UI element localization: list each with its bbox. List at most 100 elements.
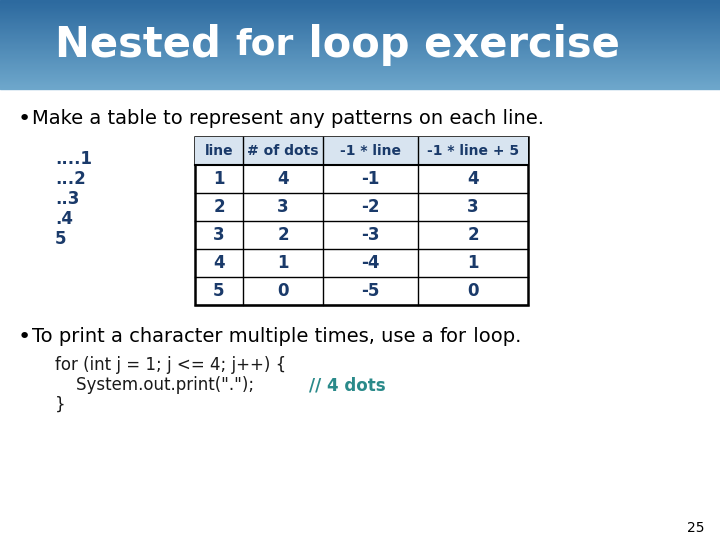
Bar [0, 48, 720, 49]
Bar [0, 16, 720, 18]
Bar [0, 57, 720, 59]
Bar [0, 76, 720, 78]
Bar [0, 58, 720, 60]
Bar [0, 56, 720, 58]
Bar [0, 65, 720, 67]
Bar [0, 22, 720, 23]
Text: -1 * line: -1 * line [340, 144, 401, 158]
Bar [0, 10, 720, 11]
Text: ..3: ..3 [55, 190, 79, 208]
Bar [0, 15, 720, 17]
Bar [0, 37, 720, 39]
Bar [0, 50, 720, 51]
Bar [0, 60, 720, 62]
Bar [0, 46, 720, 48]
Text: 4: 4 [213, 254, 225, 272]
Bar [0, 38, 720, 40]
Text: # of dots: # of dots [247, 144, 319, 158]
Bar [0, 86, 720, 88]
Bar [0, 29, 720, 30]
Text: ....1: ....1 [55, 150, 92, 168]
Text: To print a character multiple times, use a: To print a character multiple times, use… [32, 327, 440, 347]
Bar [0, 85, 720, 87]
Bar [0, 34, 720, 36]
Bar [0, 84, 720, 86]
Text: -1: -1 [361, 170, 379, 188]
Bar [0, 13, 720, 15]
Bar [0, 21, 720, 22]
Bar [0, 35, 720, 37]
Bar [0, 68, 720, 69]
Bar [0, 12, 720, 14]
Bar [0, 79, 720, 81]
Text: }: } [55, 396, 66, 414]
Text: 1: 1 [277, 254, 289, 272]
Bar [0, 83, 720, 85]
Text: 2: 2 [213, 198, 225, 216]
Bar [0, 89, 720, 540]
Bar [0, 0, 720, 1]
Bar [0, 64, 720, 66]
Bar [0, 17, 720, 19]
Bar [0, 42, 720, 43]
Bar [0, 51, 720, 52]
Bar [0, 23, 720, 24]
Bar [0, 30, 720, 31]
Text: for: for [440, 327, 467, 347]
Bar [0, 26, 720, 28]
Bar [0, 9, 720, 10]
Bar [195, 137, 528, 305]
Bar [0, 4, 720, 5]
Bar [0, 45, 720, 47]
Text: 4: 4 [467, 170, 479, 188]
Text: for: for [235, 28, 294, 62]
Bar [0, 72, 720, 73]
Text: •: • [18, 109, 31, 129]
Text: // 4 dots: // 4 dots [309, 376, 386, 394]
Text: 0: 0 [277, 282, 289, 300]
Bar [0, 73, 720, 75]
Text: -2: -2 [361, 198, 379, 216]
Text: 1: 1 [467, 254, 479, 272]
Text: 2: 2 [277, 226, 289, 244]
Bar [0, 11, 720, 12]
Bar [0, 2, 720, 3]
Text: loop exercise: loop exercise [294, 24, 620, 65]
Text: -5: -5 [361, 282, 379, 300]
Bar [0, 43, 720, 44]
Bar [195, 137, 528, 165]
Bar [0, 54, 720, 56]
Bar [0, 44, 720, 45]
Text: 3: 3 [277, 198, 289, 216]
Text: -4: -4 [361, 254, 379, 272]
Bar [0, 39, 720, 41]
Bar [0, 31, 720, 32]
Text: 3: 3 [467, 198, 479, 216]
Bar [0, 77, 720, 79]
Bar [0, 62, 720, 63]
Text: Nested: Nested [55, 24, 235, 65]
Bar [0, 36, 720, 38]
Text: Make a table to represent any patterns on each line.: Make a table to represent any patterns o… [32, 110, 544, 129]
Bar [0, 24, 720, 25]
Bar [0, 7, 720, 9]
Text: 5: 5 [55, 230, 66, 248]
Bar [0, 69, 720, 70]
Text: loop.: loop. [467, 327, 521, 347]
Text: -1 * line + 5: -1 * line + 5 [427, 144, 519, 158]
Bar [0, 80, 720, 82]
Text: 4: 4 [277, 170, 289, 188]
Bar [0, 3, 720, 4]
Bar [0, 87, 720, 89]
Text: line: line [204, 144, 233, 158]
Bar [0, 55, 720, 57]
Bar [0, 32, 720, 33]
Text: 2: 2 [467, 226, 479, 244]
Bar [0, 5, 720, 6]
Bar [0, 59, 720, 61]
Text: ...2: ...2 [55, 170, 86, 188]
Bar [0, 19, 720, 21]
Bar [0, 6, 720, 8]
Text: 25: 25 [688, 521, 705, 535]
Bar [0, 28, 720, 29]
